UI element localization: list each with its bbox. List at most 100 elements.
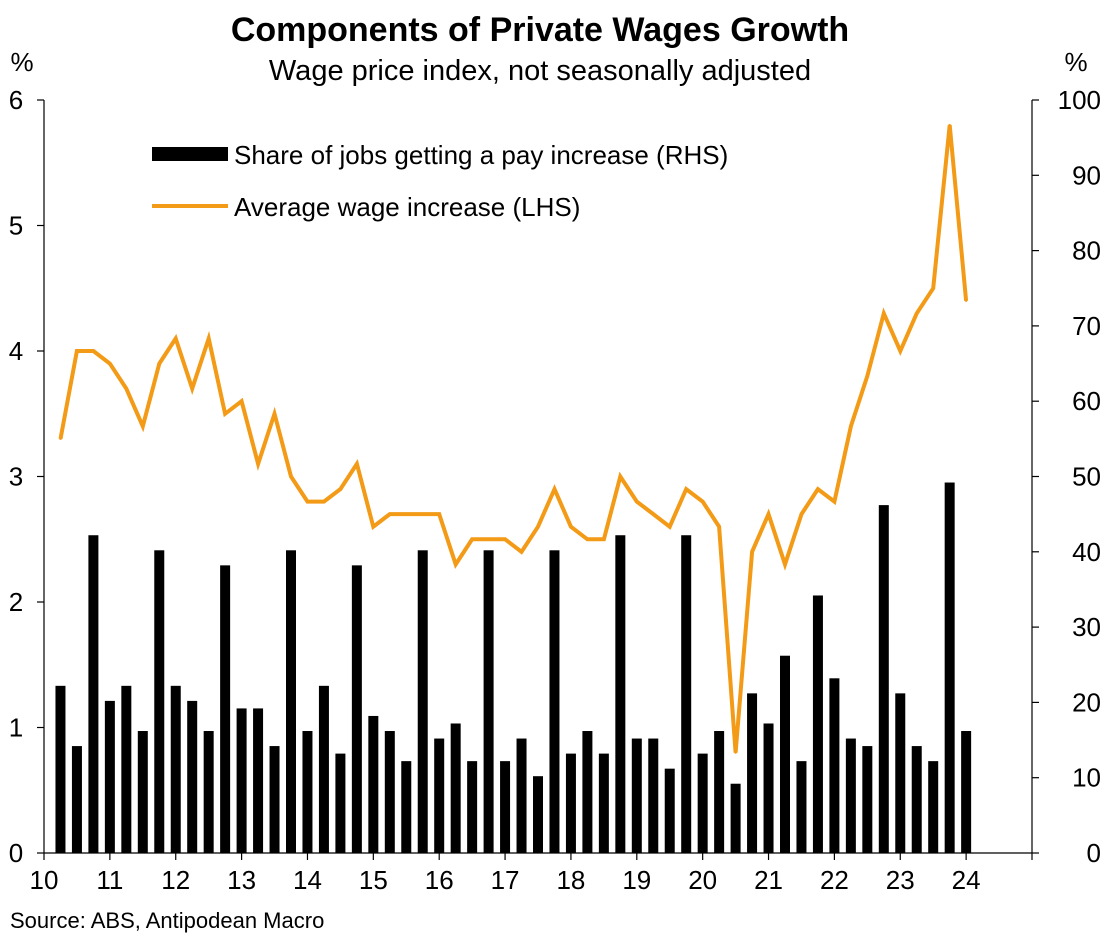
x-tick-label: 12: [161, 865, 190, 895]
line-point: [503, 538, 507, 541]
line-point: [717, 525, 721, 528]
line-point: [191, 387, 194, 390]
right-axis-unit-label: %: [1064, 47, 1087, 77]
line-point: [405, 512, 408, 516]
line-point: [866, 374, 869, 378]
bar: [170, 685, 181, 853]
right-tick-label: 90: [1072, 160, 1101, 190]
bar: [582, 731, 593, 853]
x-tick-label: 19: [622, 865, 651, 895]
line-point: [701, 500, 704, 503]
bar: [747, 693, 758, 853]
bar: [500, 761, 511, 853]
bar: [104, 700, 115, 853]
line-point: [207, 337, 210, 340]
x-tick-label: 15: [359, 865, 388, 895]
bar: [88, 535, 99, 853]
left-axis-unit-label: %: [10, 47, 33, 77]
bar: [763, 723, 774, 853]
bar: [450, 723, 461, 853]
x-tick-label: 18: [556, 865, 585, 895]
line-point: [75, 349, 79, 353]
line-point: [158, 362, 161, 365]
x-tick-label: 21: [754, 865, 783, 895]
bar: [384, 731, 395, 853]
x-tick-label: 10: [30, 865, 59, 895]
bar: [895, 693, 906, 853]
bar: [187, 700, 198, 853]
line-point: [586, 538, 589, 541]
bar: [401, 761, 412, 853]
line-point: [520, 550, 523, 553]
bar: [961, 731, 972, 853]
line-point: [289, 475, 293, 478]
bar: [351, 565, 362, 853]
bar: [780, 655, 790, 853]
right-tick-label: 20: [1072, 687, 1101, 717]
x-tick-label: 24: [952, 865, 981, 895]
line-point: [421, 512, 424, 516]
right-tick-label: 100: [1058, 85, 1101, 115]
line-point: [339, 487, 342, 491]
line-point: [849, 425, 853, 428]
bar: [829, 678, 840, 853]
line-point: [92, 349, 95, 353]
x-tick-label: 13: [227, 865, 256, 895]
line-point: [964, 299, 968, 302]
left-tick-label: 4: [9, 336, 23, 366]
bar: [467, 761, 478, 853]
bar: [220, 565, 231, 853]
line-point: [174, 337, 177, 340]
line-point: [652, 512, 655, 516]
x-tick-label: 11: [96, 865, 123, 895]
line-point: [899, 349, 902, 353]
bar: [928, 761, 939, 853]
x-tick-label: 20: [688, 865, 717, 895]
bar: [681, 535, 692, 853]
line-point: [734, 751, 737, 754]
bar: [615, 535, 626, 853]
line-point: [553, 487, 556, 491]
bar: [648, 738, 659, 853]
bar-series: [55, 482, 972, 853]
line-point: [750, 550, 754, 553]
bar: [664, 768, 675, 853]
line-point: [685, 487, 688, 491]
line-point: [240, 400, 243, 403]
left-tick-label: 6: [9, 85, 23, 115]
bar: [335, 753, 346, 853]
bar: [154, 550, 165, 853]
line-point: [59, 437, 62, 441]
line-point: [438, 512, 441, 516]
bar: [368, 715, 379, 853]
line-point: [125, 387, 128, 390]
bar: [533, 776, 543, 853]
bar: [862, 746, 873, 853]
bar: [236, 708, 247, 853]
bar: [796, 761, 807, 853]
line-point: [454, 563, 457, 566]
left-tick-label: 5: [9, 211, 23, 241]
line-point: [932, 287, 935, 290]
source-note: Source: ABS, Antipodean Macro: [10, 908, 324, 933]
bar: [714, 731, 725, 853]
left-tick-label: 1: [9, 713, 23, 743]
legend-bar-swatch: [152, 147, 228, 161]
line-point: [536, 525, 540, 528]
line-point: [948, 123, 951, 127]
bar: [565, 753, 576, 853]
right-tick-label: 30: [1072, 612, 1101, 642]
right-tick-label: 80: [1072, 236, 1101, 266]
bar: [55, 685, 66, 853]
bar: [269, 746, 280, 853]
bar: [911, 746, 922, 853]
bar: [302, 731, 313, 853]
right-tick-label: 70: [1072, 311, 1101, 341]
bar: [121, 685, 132, 853]
line-point: [635, 500, 638, 503]
line-point: [355, 462, 359, 466]
bar: [631, 738, 642, 853]
bar: [203, 731, 214, 853]
x-tick-label: 23: [886, 865, 915, 895]
